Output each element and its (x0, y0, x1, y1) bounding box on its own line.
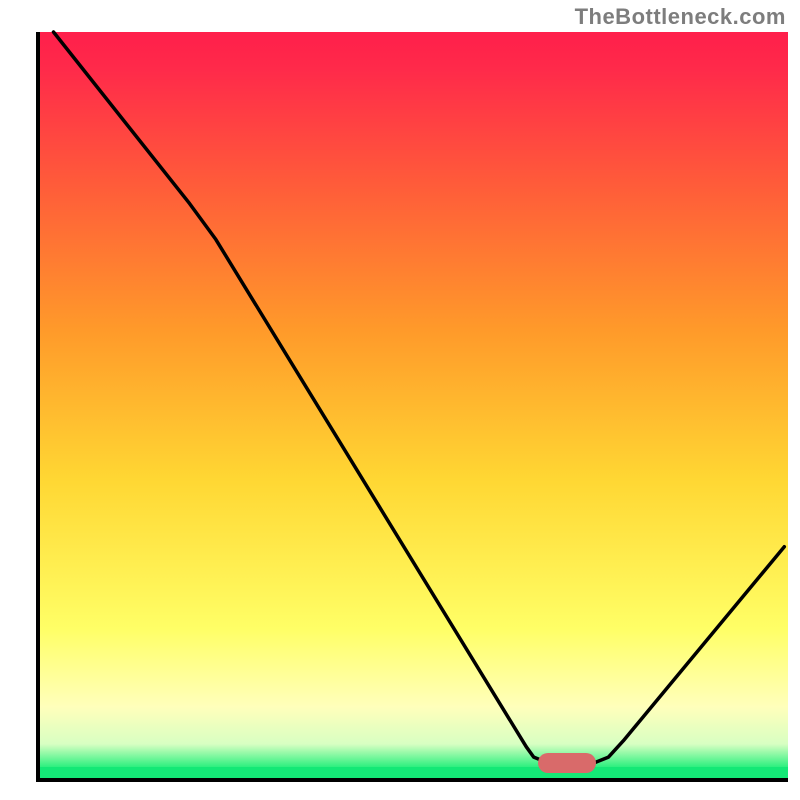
optimum-marker (538, 753, 596, 773)
watermark-text: TheBottleneck.com (575, 4, 786, 30)
chart-canvas: TheBottleneck.com (0, 0, 800, 800)
axes-frame (36, 32, 788, 782)
